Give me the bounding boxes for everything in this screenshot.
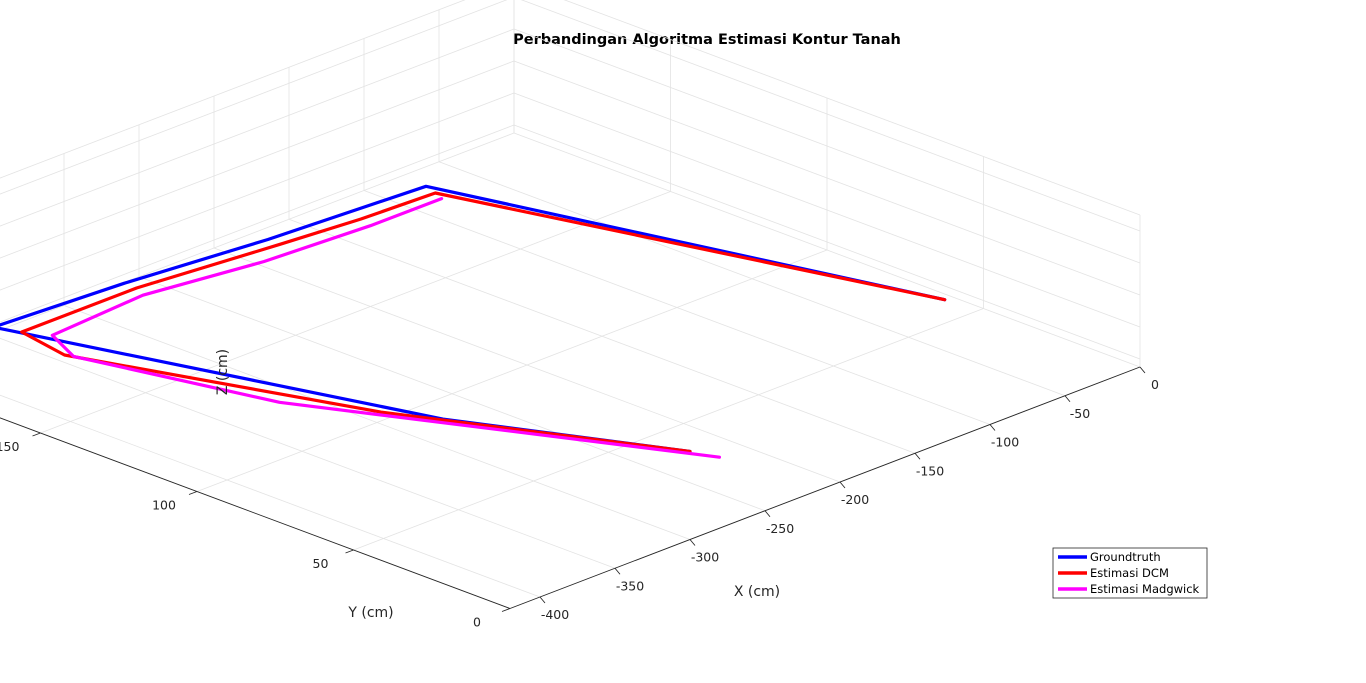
z-axis-label: Z (cm)	[215, 349, 231, 395]
back-wall-grid-z	[0, 124, 515, 323]
x-axis-label: X (cm)	[734, 584, 780, 600]
series-line-estimasi-madgwick	[50, 197, 722, 459]
x-tick	[689, 539, 696, 546]
side-wall-grid-z	[513, 28, 1141, 264]
side-wall-grid-z	[513, 92, 1141, 328]
x-tick-label: -250	[766, 521, 794, 536]
y-tick	[345, 549, 354, 554]
x-tick	[614, 567, 621, 575]
box-edge	[563, 0, 1141, 216]
legend-label-groundtruth: Groundtruth	[1090, 550, 1161, 564]
chart-title: Perbandingan Algoritma Estimasi Kontur T…	[513, 32, 901, 48]
x-tick-label: -100	[991, 435, 1019, 450]
back-wall-grid-z	[0, 92, 515, 291]
y-tick-label: 100	[152, 498, 176, 513]
series-line-groundtruth	[0, 184, 947, 454]
side-wall-grid-z	[520, 0, 1141, 232]
x-tick	[989, 424, 996, 431]
x-tick	[1064, 395, 1071, 403]
y-tick	[32, 432, 41, 437]
floor-grid-y	[353, 308, 984, 551]
x-tick-label: -300	[691, 550, 719, 565]
x-tick-label: -400	[541, 607, 569, 622]
y-tick-label: 50	[313, 556, 329, 571]
y-tick-label: 150	[0, 439, 19, 454]
legend-label-estimasi-madgwick: Estimasi Madgwick	[1090, 582, 1200, 596]
tick-labels: -400 -350 -300 -250 -200 -150 -100 -50 0 0 50 100 15…	[0, 377, 1159, 630]
x-tick-label: -50	[1070, 406, 1090, 421]
x-tick	[539, 596, 546, 604]
x-axis-line	[509, 366, 1141, 609]
back-wall-grid-z	[0, 28, 515, 227]
y-tick	[501, 608, 511, 612]
x-tick	[1139, 366, 1146, 374]
y-axis-line	[0, 417, 511, 609]
y-tick-label: 0	[473, 615, 481, 630]
x-tick	[839, 481, 846, 489]
side-wall-grid-z	[513, 124, 1141, 360]
box-edge	[0, 0, 466, 179]
x-tick	[914, 452, 921, 460]
back-wall-grid-z	[0, 60, 515, 259]
grid-lines	[0, 0, 1141, 609]
floor-grid-y	[40, 191, 671, 434]
floor-grid-y	[0, 132, 515, 331]
floor-grid-x	[0, 394, 541, 598]
y-axis-label: Y (cm)	[347, 605, 393, 621]
side-wall-grid-z	[513, 60, 1141, 296]
legend-label-estimasi-dcm: Estimasi DCM	[1090, 566, 1169, 580]
x-tick-label: -150	[916, 463, 944, 478]
series-line-estimasi-dcm	[20, 191, 947, 454]
floor-grid-y	[196, 249, 828, 492]
x-tick-label: -200	[841, 492, 869, 507]
y-tick	[188, 491, 198, 495]
plot-lines	[0, 184, 947, 459]
back-wall-grid-z	[0, 0, 508, 195]
x-tick-label: -350	[616, 578, 644, 593]
x-tick	[764, 510, 771, 518]
x-tick-label: 0	[1151, 377, 1159, 392]
legend: Groundtruth Estimasi DCM Estimasi Madgwi…	[1052, 547, 1208, 599]
axes	[0, 366, 1146, 612]
